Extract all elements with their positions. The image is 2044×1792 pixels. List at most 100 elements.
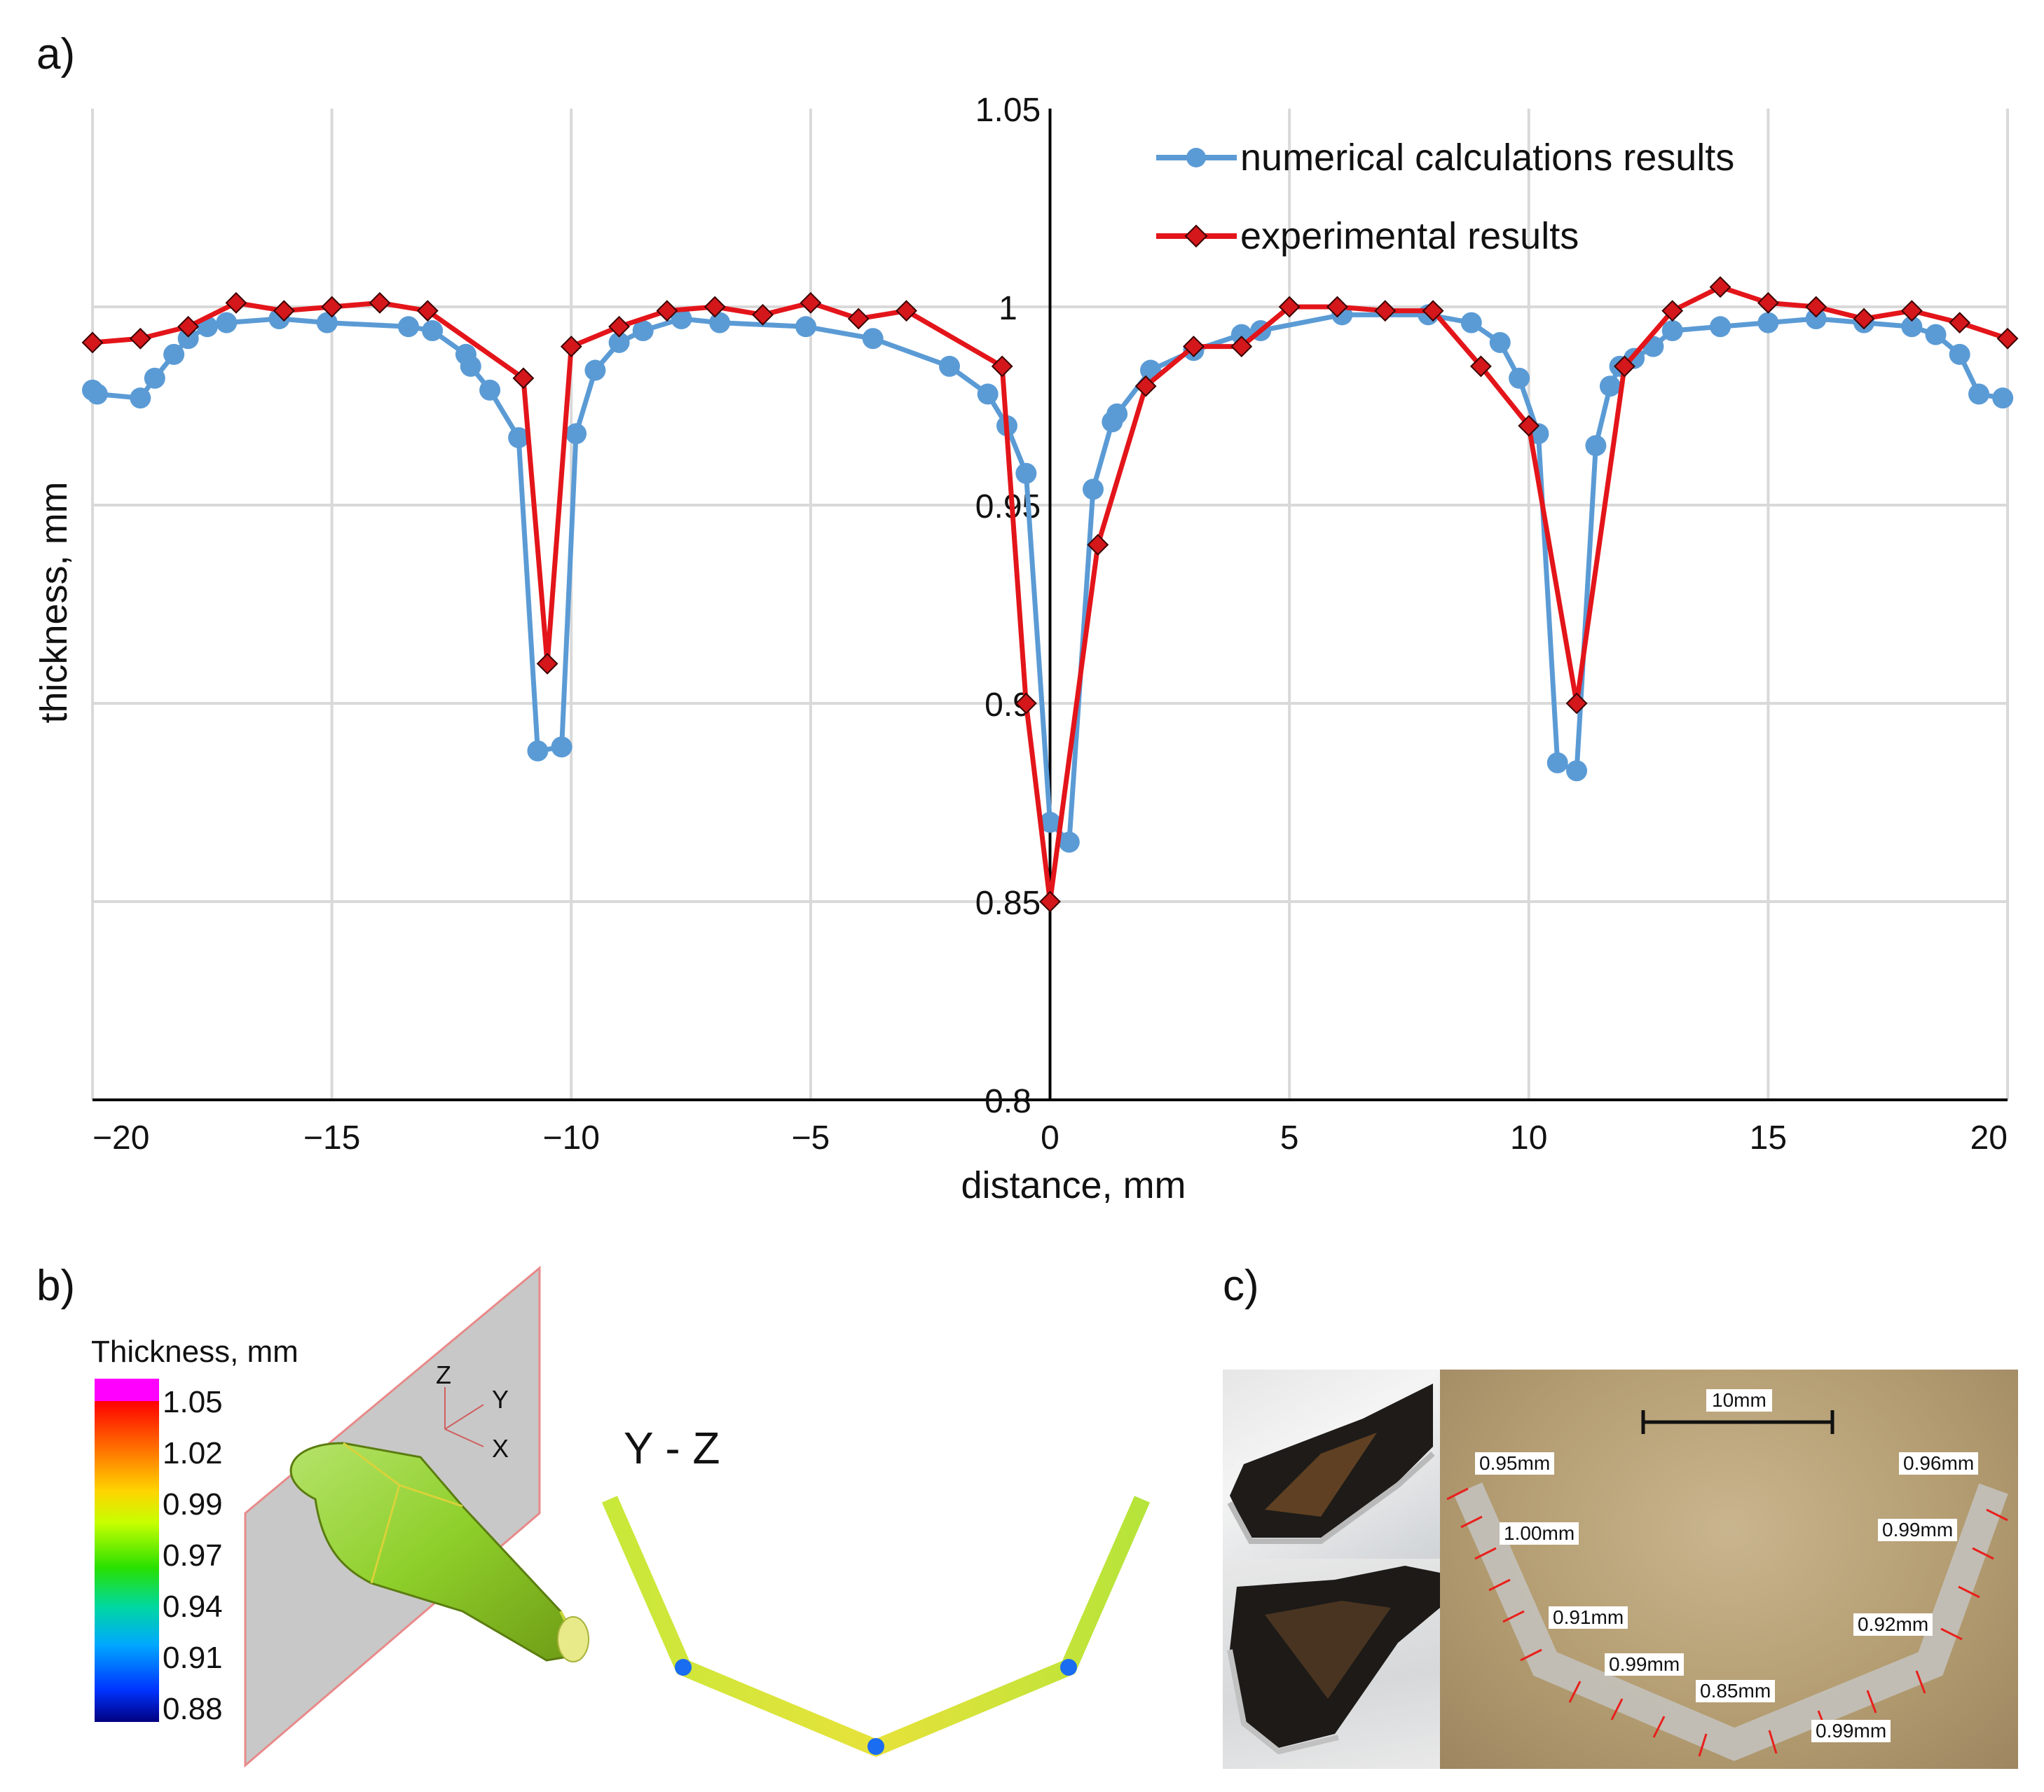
measure-label-6: 0.99mm xyxy=(1811,1720,1891,1742)
numerical-point xyxy=(1039,811,1061,833)
experimental-point xyxy=(1278,296,1301,318)
experimental-point xyxy=(1183,336,1205,358)
y-tick-label: 0.8 xyxy=(985,1083,1031,1120)
legend-value-2: 1.02 xyxy=(163,1436,223,1470)
numerical-point xyxy=(632,319,654,341)
x-tick-label: 5 xyxy=(1280,1119,1299,1157)
measure-label-8: 0.99mm xyxy=(1878,1519,1958,1541)
scale-label: 10mm xyxy=(1706,1389,1772,1412)
experimental-point xyxy=(1613,355,1635,378)
numerical-point xyxy=(177,328,199,350)
numerical-point xyxy=(608,331,630,353)
numerical-point xyxy=(1015,462,1037,484)
thin-spot-right xyxy=(1060,1659,1077,1676)
numerical-point xyxy=(671,308,692,329)
experimental-point xyxy=(560,336,582,358)
part-geometry xyxy=(289,1442,589,1662)
numerical-point xyxy=(1082,478,1104,500)
thin-spot-center xyxy=(867,1738,884,1755)
numerical-point xyxy=(1460,312,1482,333)
y-tick-label: 0.85 xyxy=(975,885,1041,922)
x-tick-label: −20 xyxy=(92,1119,149,1157)
experimental-point xyxy=(81,331,104,354)
thickness-legend-title: Thickness, mm xyxy=(91,1335,299,1369)
measure-label-2: 1.00mm xyxy=(1500,1522,1579,1545)
experimental-point xyxy=(608,315,630,338)
measure-label-9: 0.96mm xyxy=(1899,1452,1979,1475)
numerical-point xyxy=(508,427,530,448)
x-tick-label: 0 xyxy=(1041,1119,1059,1157)
thin-spot-left xyxy=(675,1659,692,1676)
numerical-point xyxy=(1757,312,1779,333)
experimental-point xyxy=(1805,296,1827,318)
grid-vertical xyxy=(330,109,1770,1100)
yz-section-view xyxy=(602,1496,1150,1758)
axis-triad xyxy=(444,1387,484,1447)
thickness-color-bar xyxy=(95,1379,159,1722)
series-numerical xyxy=(82,304,2014,853)
experimental-point xyxy=(1230,336,1253,358)
experimental-point xyxy=(1326,296,1348,318)
experimental-point xyxy=(536,652,558,675)
experimental-point xyxy=(1015,692,1037,715)
experimental-point xyxy=(273,300,295,322)
x-tick-label: −15 xyxy=(303,1119,360,1157)
thickness-legend-values: 1.05 1.02 0.99 0.97 0.94 0.91 0.88 xyxy=(163,1377,223,1735)
measure-label-3: 0.91mm xyxy=(1549,1606,1628,1629)
numerical-point xyxy=(1901,316,1923,338)
micrograph-cross-section: 10mm 0.95mm 1.00mm 0.91mm 0.99mm 0.85mm … xyxy=(1440,1370,2018,1769)
numerical-point xyxy=(1509,367,1530,389)
experimental-point xyxy=(1996,327,2019,350)
experimental-point xyxy=(1087,534,1109,556)
axis-z-label: Z xyxy=(436,1360,451,1389)
photo-specimen-top xyxy=(1223,1370,1440,1559)
numerical-point xyxy=(1599,375,1621,397)
x-tick-label: 15 xyxy=(1750,1119,1787,1157)
experimental-point xyxy=(1039,890,1061,913)
legend: numerical calculations results experimen… xyxy=(1156,137,1734,257)
numerical-point xyxy=(1489,331,1511,353)
legend-value-1: 1.05 xyxy=(163,1385,223,1419)
experimental-point xyxy=(1518,415,1540,437)
series-experimental xyxy=(81,276,2019,913)
measurement-arrows xyxy=(1446,1487,2008,1757)
numerical-point xyxy=(163,343,185,365)
experimental-point xyxy=(225,291,247,314)
x-tick-label: 20 xyxy=(1970,1119,2008,1157)
legend-marker-numerical xyxy=(1186,148,1206,167)
numerical-point xyxy=(1710,316,1731,338)
experimental-point xyxy=(1422,300,1444,322)
yz-profile xyxy=(602,1496,1150,1758)
y-tick-label: 1.05 xyxy=(975,92,1041,129)
experimental-point xyxy=(1900,300,1923,322)
y-axis-title: thickness, mm xyxy=(33,481,75,723)
experimental-point xyxy=(1757,291,1779,314)
x-tick-label: 10 xyxy=(1510,1119,1547,1157)
numerical-point xyxy=(460,355,481,377)
axis-x-label: X xyxy=(492,1434,509,1463)
numerical-point xyxy=(939,355,961,377)
experimental-point xyxy=(1565,692,1588,715)
experimental-point xyxy=(177,315,200,338)
experimental-point xyxy=(416,300,439,322)
numerical-point xyxy=(551,736,572,758)
measure-label-1: 0.95mm xyxy=(1475,1452,1555,1475)
measure-label-7: 0.92mm xyxy=(1853,1613,1933,1636)
numerical-point xyxy=(1546,752,1568,773)
experimental-point xyxy=(800,291,822,314)
legend-value-4: 0.97 xyxy=(163,1538,223,1573)
experimental-point xyxy=(1853,308,1875,330)
legend-value-6: 0.91 xyxy=(163,1641,223,1675)
numerical-point xyxy=(977,383,999,405)
experimental-point xyxy=(991,355,1013,378)
y-tick-label: 1 xyxy=(999,290,1017,327)
panel-label-b: b) xyxy=(36,1262,76,1310)
measure-label-5: 0.85mm xyxy=(1696,1680,1776,1702)
experimental-point xyxy=(896,300,917,322)
numerical-point xyxy=(1058,832,1080,853)
numerical-point xyxy=(1968,383,1990,405)
numerical-point xyxy=(86,383,108,405)
numerical-point xyxy=(527,740,549,761)
measure-label-4: 0.99mm xyxy=(1605,1653,1685,1676)
experimental-point xyxy=(704,296,726,318)
